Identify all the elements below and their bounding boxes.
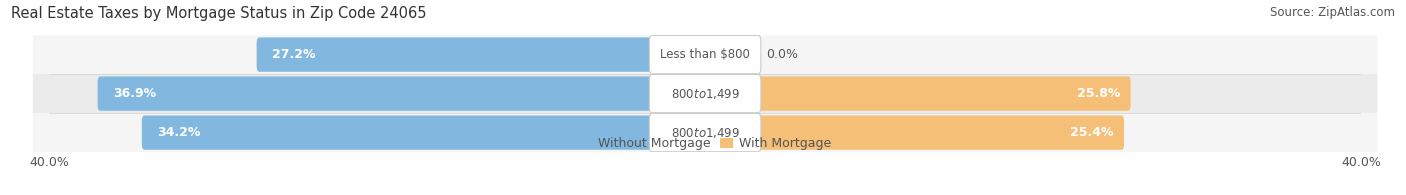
FancyBboxPatch shape xyxy=(32,113,1378,152)
Text: $800 to $1,499: $800 to $1,499 xyxy=(671,87,740,101)
FancyBboxPatch shape xyxy=(257,37,654,72)
FancyBboxPatch shape xyxy=(756,76,1130,111)
Text: Source: ZipAtlas.com: Source: ZipAtlas.com xyxy=(1270,6,1395,19)
Text: 25.4%: 25.4% xyxy=(1070,126,1114,139)
FancyBboxPatch shape xyxy=(97,76,654,111)
Text: $800 to $1,499: $800 to $1,499 xyxy=(671,126,740,140)
Legend: Without Mortgage, With Mortgage: Without Mortgage, With Mortgage xyxy=(574,132,837,155)
FancyBboxPatch shape xyxy=(32,35,1378,74)
Text: Real Estate Taxes by Mortgage Status in Zip Code 24065: Real Estate Taxes by Mortgage Status in … xyxy=(11,6,427,21)
Text: 34.2%: 34.2% xyxy=(157,126,201,139)
FancyBboxPatch shape xyxy=(142,115,654,150)
FancyBboxPatch shape xyxy=(650,35,761,74)
FancyBboxPatch shape xyxy=(756,115,1123,150)
Text: Less than $800: Less than $800 xyxy=(661,48,749,61)
Text: 36.9%: 36.9% xyxy=(112,87,156,100)
Text: 27.2%: 27.2% xyxy=(273,48,316,61)
FancyBboxPatch shape xyxy=(650,113,761,152)
Text: 25.8%: 25.8% xyxy=(1077,87,1121,100)
Text: 0.0%: 0.0% xyxy=(766,48,799,61)
FancyBboxPatch shape xyxy=(650,74,761,113)
FancyBboxPatch shape xyxy=(32,74,1378,113)
